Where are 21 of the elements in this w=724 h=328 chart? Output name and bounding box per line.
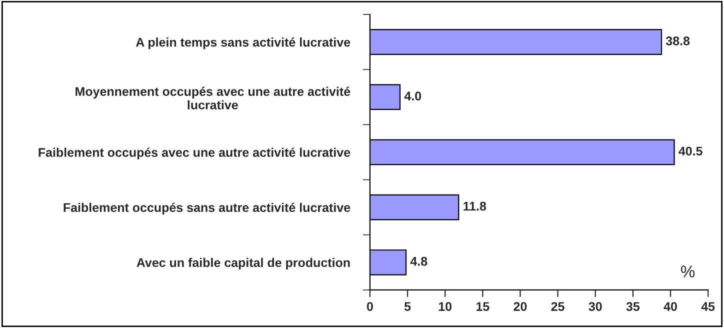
- data-label: 4.0: [404, 92, 422, 100]
- x-tick-label: 20: [514, 302, 527, 311]
- y-tick-label: Moyennement occupés avec une autre activité lucrative: [76, 86, 350, 110]
- x-tick-label: 35: [626, 302, 640, 311]
- x-tick-label: 0: [366, 302, 373, 311]
- x-tick-label: 10: [438, 302, 452, 311]
- data-label: 40.5: [678, 146, 702, 156]
- x-axis-title: %: [680, 266, 695, 278]
- x-tick-label: 30: [588, 302, 602, 311]
- x-tick-label: 45: [701, 302, 715, 311]
- y-tick-label: Faiblement occupés avec une autre activité lucrative: [38, 148, 350, 160]
- x-tick-label: 40: [664, 302, 677, 311]
- y-tick-label: A plein temps sans activité lucrative: [136, 37, 350, 50]
- y-tick-label: Faiblement occupés sans autre activité lucrative: [64, 202, 350, 214]
- data-label: 38.8: [666, 36, 690, 46]
- data-label: 4.8: [410, 256, 428, 266]
- x-tick-label: 5: [404, 302, 411, 311]
- x-tick-label: 25: [551, 302, 564, 311]
- y-tick-label: Avec un faible capital de production: [136, 258, 350, 270]
- x-tick-label: 15: [476, 302, 490, 311]
- data-label: 11.8: [464, 202, 486, 211]
